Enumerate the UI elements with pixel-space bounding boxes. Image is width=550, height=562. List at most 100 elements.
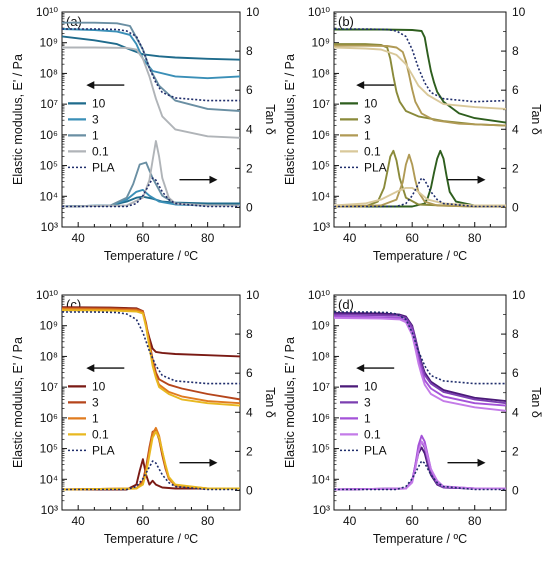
y-right-tick-label: 6 — [246, 83, 253, 97]
y-left-tick-label: 10¹⁰ — [308, 288, 330, 302]
legend-label: PLA — [364, 443, 387, 457]
series-line-tan-delta — [334, 177, 506, 208]
x-axis-title: Temperature / ºC — [373, 532, 467, 546]
series-line-modulus — [62, 311, 240, 385]
series-line-modulus — [62, 28, 240, 102]
series-line-modulus — [62, 46, 240, 139]
series-line-modulus — [334, 311, 506, 385]
series-line-modulus — [334, 44, 506, 127]
series-line-modulus — [334, 28, 506, 124]
panel-label: (d) — [338, 297, 354, 312]
panel-c: 40 60 80 10³ 10⁴ 10⁵ 10⁶ 10⁷ 10⁸ 10⁹ 10¹⁰ 0 2 4 6 8 10 Te… — [11, 288, 277, 546]
y-left-tick-label: 10⁵ — [312, 159, 330, 173]
y-left-tick-label: 10⁷ — [312, 380, 330, 394]
legend-label: 1 — [92, 411, 99, 425]
y-right-tick-label: 8 — [246, 44, 253, 58]
x-tick-label: 40 — [343, 514, 357, 528]
series-line-tan-delta — [62, 430, 240, 491]
plot-frame — [61, 294, 241, 511]
legend-label: 0.1 — [92, 144, 109, 158]
y-right-tick-label: 8 — [512, 327, 519, 341]
x-tick-label: 40 — [72, 231, 86, 245]
y-right-tick-label: 2 — [246, 444, 253, 458]
y-left-tick-label: 10⁴ — [39, 189, 58, 203]
y-left-tick-label: 10⁵ — [312, 442, 330, 456]
y-left-tick-label: 10⁴ — [311, 472, 330, 486]
y-left-tick-label: 10⁵ — [40, 159, 58, 173]
y-left-tick-label: 10⁷ — [312, 97, 330, 111]
legend-label: PLA — [92, 443, 115, 457]
right-arrow-head — [209, 458, 218, 467]
y-left-tick-label: 10⁶ — [312, 128, 330, 142]
plot-frame — [333, 11, 507, 228]
series-group — [334, 311, 506, 491]
x-tick-label: 60 — [406, 514, 420, 528]
series-line-modulus — [334, 46, 506, 110]
y-right-tick-label: 10 — [246, 288, 260, 302]
y-left-tick-label: 10⁸ — [312, 66, 330, 80]
y-left-tick-label: 10⁷ — [40, 97, 58, 111]
panel-d: 40 60 80 10³ 10⁴ 10⁵ 10⁶ 10⁷ 10⁸ 10⁹ 10¹⁰ 0 2 4 6 8 10 Te… — [283, 288, 543, 546]
x-tick-label: 40 — [343, 231, 357, 245]
y-left-axis-title: Elastic modulus, E' / Pa — [11, 54, 25, 185]
panel-label: (a) — [66, 14, 82, 29]
y-left-tick-label: 10¹⁰ — [36, 5, 58, 19]
y-left-tick-label: 10⁴ — [39, 472, 58, 486]
legend-label: 1 — [364, 411, 371, 425]
series-group — [334, 28, 506, 208]
y-left-tick-label: 10⁹ — [312, 36, 331, 50]
series-line-tan-delta — [62, 177, 240, 208]
right-arrow-head — [477, 458, 486, 467]
y-right-tick-label: 4 — [512, 122, 519, 136]
y-right-tick-label: 10 — [512, 288, 526, 302]
y-left-tick-label: 10⁷ — [40, 380, 58, 394]
y-right-axis-title: Tan δ — [263, 104, 277, 135]
y-right-axis-title: Tan δ — [529, 104, 543, 135]
legend-label: PLA — [92, 160, 115, 174]
series-line-tan-delta — [334, 186, 506, 207]
right-arrow-head — [477, 175, 486, 184]
legend-label: 0.1 — [364, 144, 381, 158]
panel-b: 40 60 80 10³ 10⁴ 10⁵ 10⁶ 10⁷ 10⁸ 10⁹ 10¹⁰ 0 2 4 6 8 10 Te… — [283, 5, 543, 263]
y-right-tick-label: 2 — [246, 161, 253, 175]
x-tick-label: 60 — [406, 231, 420, 245]
y-right-tick-label: 4 — [246, 405, 253, 419]
legend-label: 3 — [92, 112, 99, 126]
right-arrow-head — [209, 175, 218, 184]
x-tick-label: 60 — [136, 231, 150, 245]
y-right-tick-label: 4 — [246, 122, 253, 136]
y-right-axis-title: Tan δ — [263, 387, 277, 418]
legend-label: 3 — [364, 112, 371, 126]
y-left-tick-label: 10⁴ — [311, 189, 330, 203]
y-right-tick-label: 6 — [246, 366, 253, 380]
series-group — [62, 21, 240, 208]
y-right-tick-label: 4 — [512, 405, 519, 419]
series-line-modulus — [62, 35, 240, 61]
left-arrow-head — [86, 81, 95, 90]
series-group — [62, 306, 240, 491]
legend-label: 1 — [92, 128, 99, 142]
series-line-modulus — [334, 313, 506, 405]
x-tick-label: 80 — [468, 514, 482, 528]
y-right-tick-label: 0 — [246, 483, 253, 497]
series-line-tan-delta — [334, 460, 506, 491]
y-left-tick-label: 10¹⁰ — [36, 288, 58, 302]
y-left-tick-label: 10⁹ — [40, 319, 59, 333]
series-line-modulus — [62, 28, 240, 80]
y-left-tick-label: 10³ — [313, 220, 330, 234]
plot-frame — [333, 294, 507, 511]
legend-label: 10 — [92, 96, 106, 110]
x-axis-title: Temperature / ºC — [104, 249, 198, 263]
legend-label: 10 — [364, 96, 378, 110]
x-axis-title: Temperature / ºC — [104, 532, 198, 546]
x-tick-label: 60 — [136, 514, 150, 528]
x-axis-title: Temperature / ºC — [373, 249, 467, 263]
left-arrow-head — [356, 81, 365, 90]
series-line-modulus — [62, 21, 240, 112]
y-left-tick-label: 10⁸ — [312, 349, 330, 363]
series-line-modulus — [334, 316, 506, 412]
legend-label: 10 — [92, 379, 106, 393]
left-arrow-head — [356, 364, 365, 373]
legend-label: 0.1 — [364, 427, 381, 441]
